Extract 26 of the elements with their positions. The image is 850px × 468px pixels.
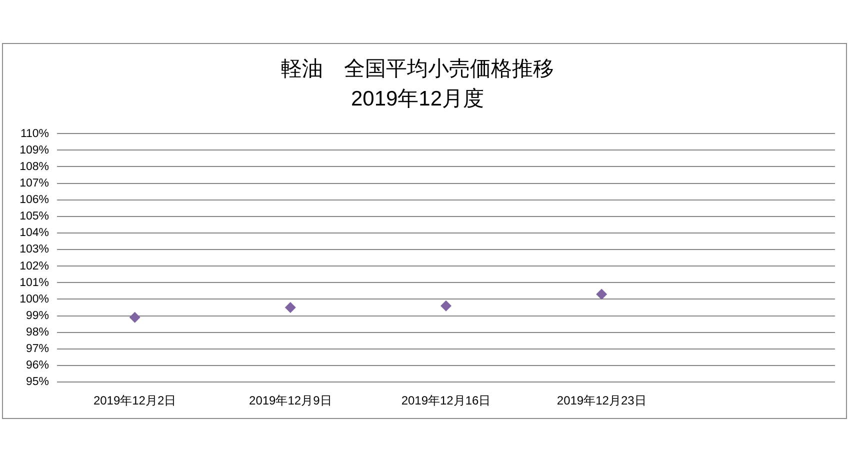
y-tick-label: 106%: [20, 194, 49, 206]
chart-title: 軽油 全国平均小売価格推移: [281, 57, 554, 80]
y-tick-label: 109%: [20, 144, 49, 156]
y-tick-label: 108%: [20, 160, 49, 173]
y-tick-label: 105%: [20, 210, 49, 223]
x-tick-label: 2019年12月16日: [401, 394, 491, 408]
y-tick-label: 99%: [26, 310, 49, 322]
chart-subtitle: 2019年12月度: [350, 88, 484, 111]
y-tick-label: 100%: [20, 293, 49, 306]
x-tick-label: 2019年12月2日: [93, 394, 176, 408]
y-tick-label: 96%: [26, 360, 49, 372]
y-tick-label: 102%: [20, 260, 49, 272]
x-tick-label: 2019年12月9日: [249, 394, 332, 408]
y-tick-label: 104%: [20, 227, 49, 240]
y-tick-label: 101%: [20, 276, 49, 289]
y-tick-label: 107%: [20, 177, 49, 190]
point: [596, 288, 608, 300]
x-tick-label: 2019年12月23日: [556, 394, 646, 408]
y-tick-label: 103%: [20, 244, 49, 256]
y-tick-label: 98%: [26, 326, 49, 338]
point: [129, 312, 140, 323]
y-tick-label: 95%: [26, 376, 49, 388]
point: [284, 302, 296, 313]
y-tick-label: 97%: [26, 343, 49, 356]
y-tick-label: 110%: [20, 128, 49, 140]
point: [440, 300, 452, 312]
